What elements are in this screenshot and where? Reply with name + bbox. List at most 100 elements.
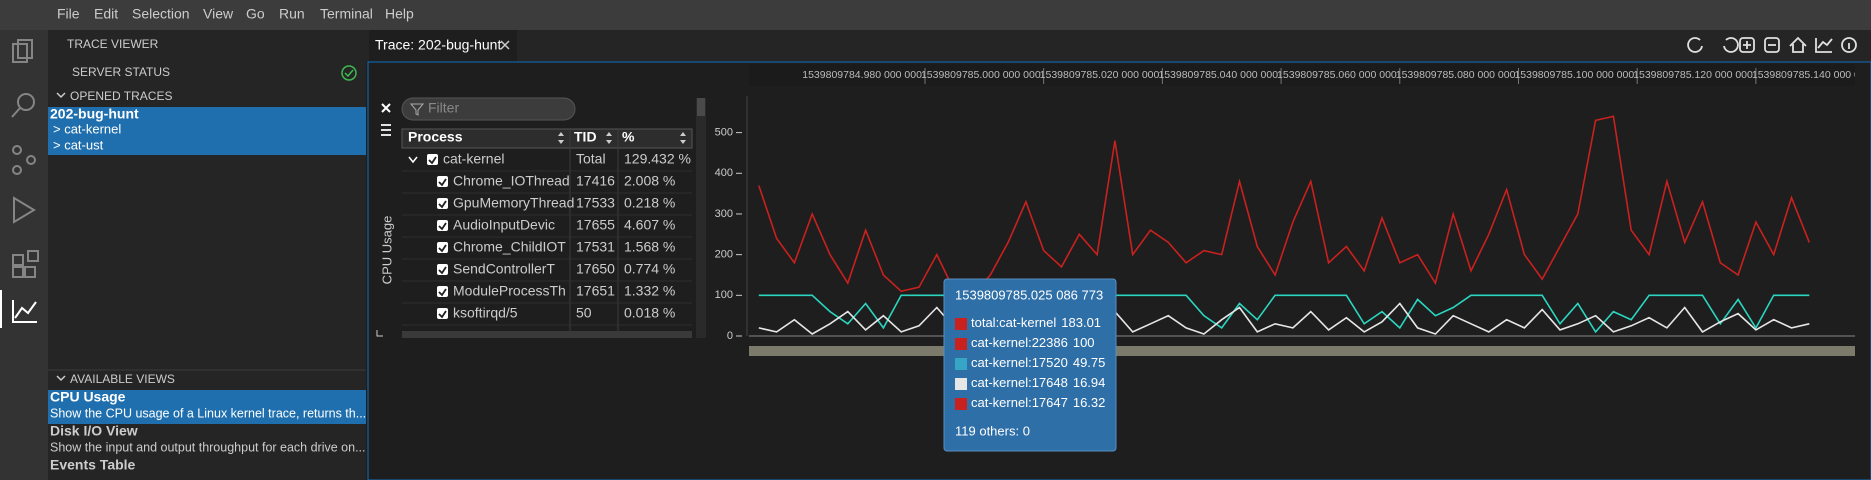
redo-icon[interactable] bbox=[1723, 37, 1739, 53]
info-icon[interactable] bbox=[1841, 37, 1857, 53]
explorer-icon[interactable] bbox=[12, 43, 28, 63]
selected-view[interactable] bbox=[48, 390, 366, 424]
menu-item[interactable]: Help bbox=[385, 6, 414, 22]
filter-placeholder[interactable]: Filter bbox=[428, 100, 459, 116]
widget-close[interactable] bbox=[381, 103, 391, 113]
tooltip-swatch bbox=[955, 318, 967, 330]
cell: 17651 bbox=[576, 283, 615, 299]
table-header bbox=[401, 128, 693, 149]
sort-icon[interactable] bbox=[606, 132, 612, 144]
tooltip-item: cat-kernel:17647 16.32 bbox=[971, 395, 1105, 410]
sort-icon[interactable] bbox=[680, 132, 686, 144]
menu-item[interactable]: Terminal bbox=[320, 6, 373, 22]
section-chevron[interactable] bbox=[56, 375, 66, 382]
tab[interactable] bbox=[369, 30, 517, 62]
resize-handle bbox=[376, 330, 383, 337]
time-range-bar[interactable] bbox=[749, 346, 1855, 356]
view-description[interactable]: Show the input and output throughput for… bbox=[50, 440, 366, 454]
x-tick-label: 1539809784.980 000 000 bbox=[802, 69, 922, 81]
y-tick-label: 300 bbox=[715, 208, 733, 220]
scrollbar-track bbox=[696, 98, 706, 338]
checkbox-check bbox=[438, 178, 447, 187]
view-name[interactable]: Events Table bbox=[50, 457, 136, 473]
h-scrollbar[interactable] bbox=[402, 331, 692, 338]
menu-item[interactable]: View bbox=[203, 6, 234, 22]
widget-menu[interactable] bbox=[381, 124, 391, 136]
tooltip-item-name: total:cat-kernel bbox=[971, 315, 1056, 330]
cell: AudioInputDevic bbox=[453, 217, 555, 233]
y-tick-label: 0 bbox=[727, 330, 733, 342]
debug-icon[interactable] bbox=[13, 196, 36, 224]
trace-child[interactable]: > cat-kernel bbox=[53, 121, 121, 136]
cell: 4.607 % bbox=[624, 217, 675, 233]
filter-input[interactable] bbox=[401, 97, 576, 121]
cell: GpuMemoryThread bbox=[453, 195, 574, 211]
expand-chevron[interactable] bbox=[408, 156, 418, 164]
selected-trace[interactable] bbox=[48, 107, 366, 155]
tooltip-item-value: 100 bbox=[1073, 335, 1095, 350]
tooltip-swatch bbox=[955, 378, 967, 390]
menu-item[interactable]: Edit bbox=[94, 6, 118, 22]
home-icon[interactable] bbox=[1789, 36, 1807, 53]
section-header[interactable]: OPENED TRACES bbox=[70, 89, 172, 103]
view-name[interactable]: Disk I/O View bbox=[50, 423, 138, 439]
checkbox-check bbox=[438, 244, 447, 253]
y-tick-label: 200 bbox=[715, 249, 733, 261]
cell: 0.018 % bbox=[624, 305, 675, 321]
zoom-in-icon[interactable] bbox=[1739, 37, 1755, 53]
menu-item[interactable]: Run bbox=[279, 6, 305, 22]
x-tick-label: 1539809785.040 000 000 bbox=[1158, 69, 1278, 81]
column-header[interactable]: Process bbox=[408, 129, 463, 145]
tooltip-item-value: 16.32 bbox=[1073, 395, 1106, 410]
checkbox-check bbox=[438, 200, 447, 209]
extensions-icon[interactable] bbox=[12, 254, 24, 266]
menu-item[interactable]: Go bbox=[246, 6, 265, 22]
explorer-icon-back bbox=[17, 39, 33, 59]
y-tick-label: 400 bbox=[715, 167, 733, 179]
tab-title[interactable]: Trace: 202-bug-hunt bbox=[375, 37, 501, 53]
extensions-icon-d bbox=[27, 250, 39, 262]
trace-name[interactable]: 202-bug-hunt bbox=[50, 106, 139, 122]
cell: SendControllerT bbox=[453, 261, 555, 277]
tooltip-item-name: cat-kernel:17648 bbox=[971, 375, 1068, 390]
x-tick-label: 1539809785.100 000 000 bbox=[1514, 69, 1634, 81]
menu-item[interactable]: File bbox=[57, 6, 80, 22]
tooltip-item: cat-kernel:17648 16.94 bbox=[971, 375, 1105, 390]
checkbox-check bbox=[438, 288, 447, 297]
chart-icon[interactable] bbox=[1815, 38, 1833, 53]
series-line bbox=[758, 302, 1810, 335]
tab-close[interactable] bbox=[500, 40, 510, 50]
section-header[interactable]: AVAILABLE VIEWS bbox=[70, 372, 175, 386]
extensions-icon-b bbox=[12, 266, 24, 278]
time-axis-bar bbox=[749, 64, 1855, 86]
series-line bbox=[758, 294, 1810, 334]
plot-area bbox=[758, 115, 1811, 335]
y-axis-label: CPU Usage bbox=[379, 216, 394, 285]
column-header[interactable]: % bbox=[622, 129, 635, 145]
undo-icon[interactable] bbox=[1687, 37, 1703, 53]
server-status: SERVER STATUS bbox=[72, 65, 170, 79]
cell: 17531 bbox=[576, 239, 615, 255]
cell: 17533 bbox=[576, 195, 615, 211]
menu-item[interactable]: Selection bbox=[132, 6, 190, 22]
scm-icon-b bbox=[12, 165, 22, 175]
cell: 129.432 % bbox=[624, 151, 691, 167]
view-description[interactable]: Show the CPU usage of a Linux kernel tra… bbox=[50, 406, 366, 420]
sort-icon[interactable] bbox=[558, 132, 564, 144]
search-icon[interactable] bbox=[17, 93, 35, 111]
view-name[interactable]: CPU Usage bbox=[50, 389, 126, 405]
table bbox=[402, 129, 692, 339]
x-tick-label: 1539809785.080 000 000 bbox=[1396, 69, 1516, 81]
section-chevron[interactable] bbox=[56, 92, 66, 99]
tooltip-swatch bbox=[955, 398, 967, 410]
zoom-out-icon[interactable] bbox=[1764, 37, 1780, 53]
trace-viewer-icon[interactable] bbox=[12, 300, 37, 323]
column-header[interactable]: TID bbox=[574, 129, 597, 145]
scrollbar-thumb[interactable] bbox=[697, 98, 705, 116]
cell: 2.008 % bbox=[624, 173, 675, 189]
scm-icon[interactable] bbox=[12, 145, 22, 155]
tooltip-others: 119 others: 0 bbox=[955, 423, 1030, 438]
cell: 0.218 % bbox=[624, 195, 675, 211]
trace-child[interactable]: > cat-ust bbox=[53, 137, 104, 152]
